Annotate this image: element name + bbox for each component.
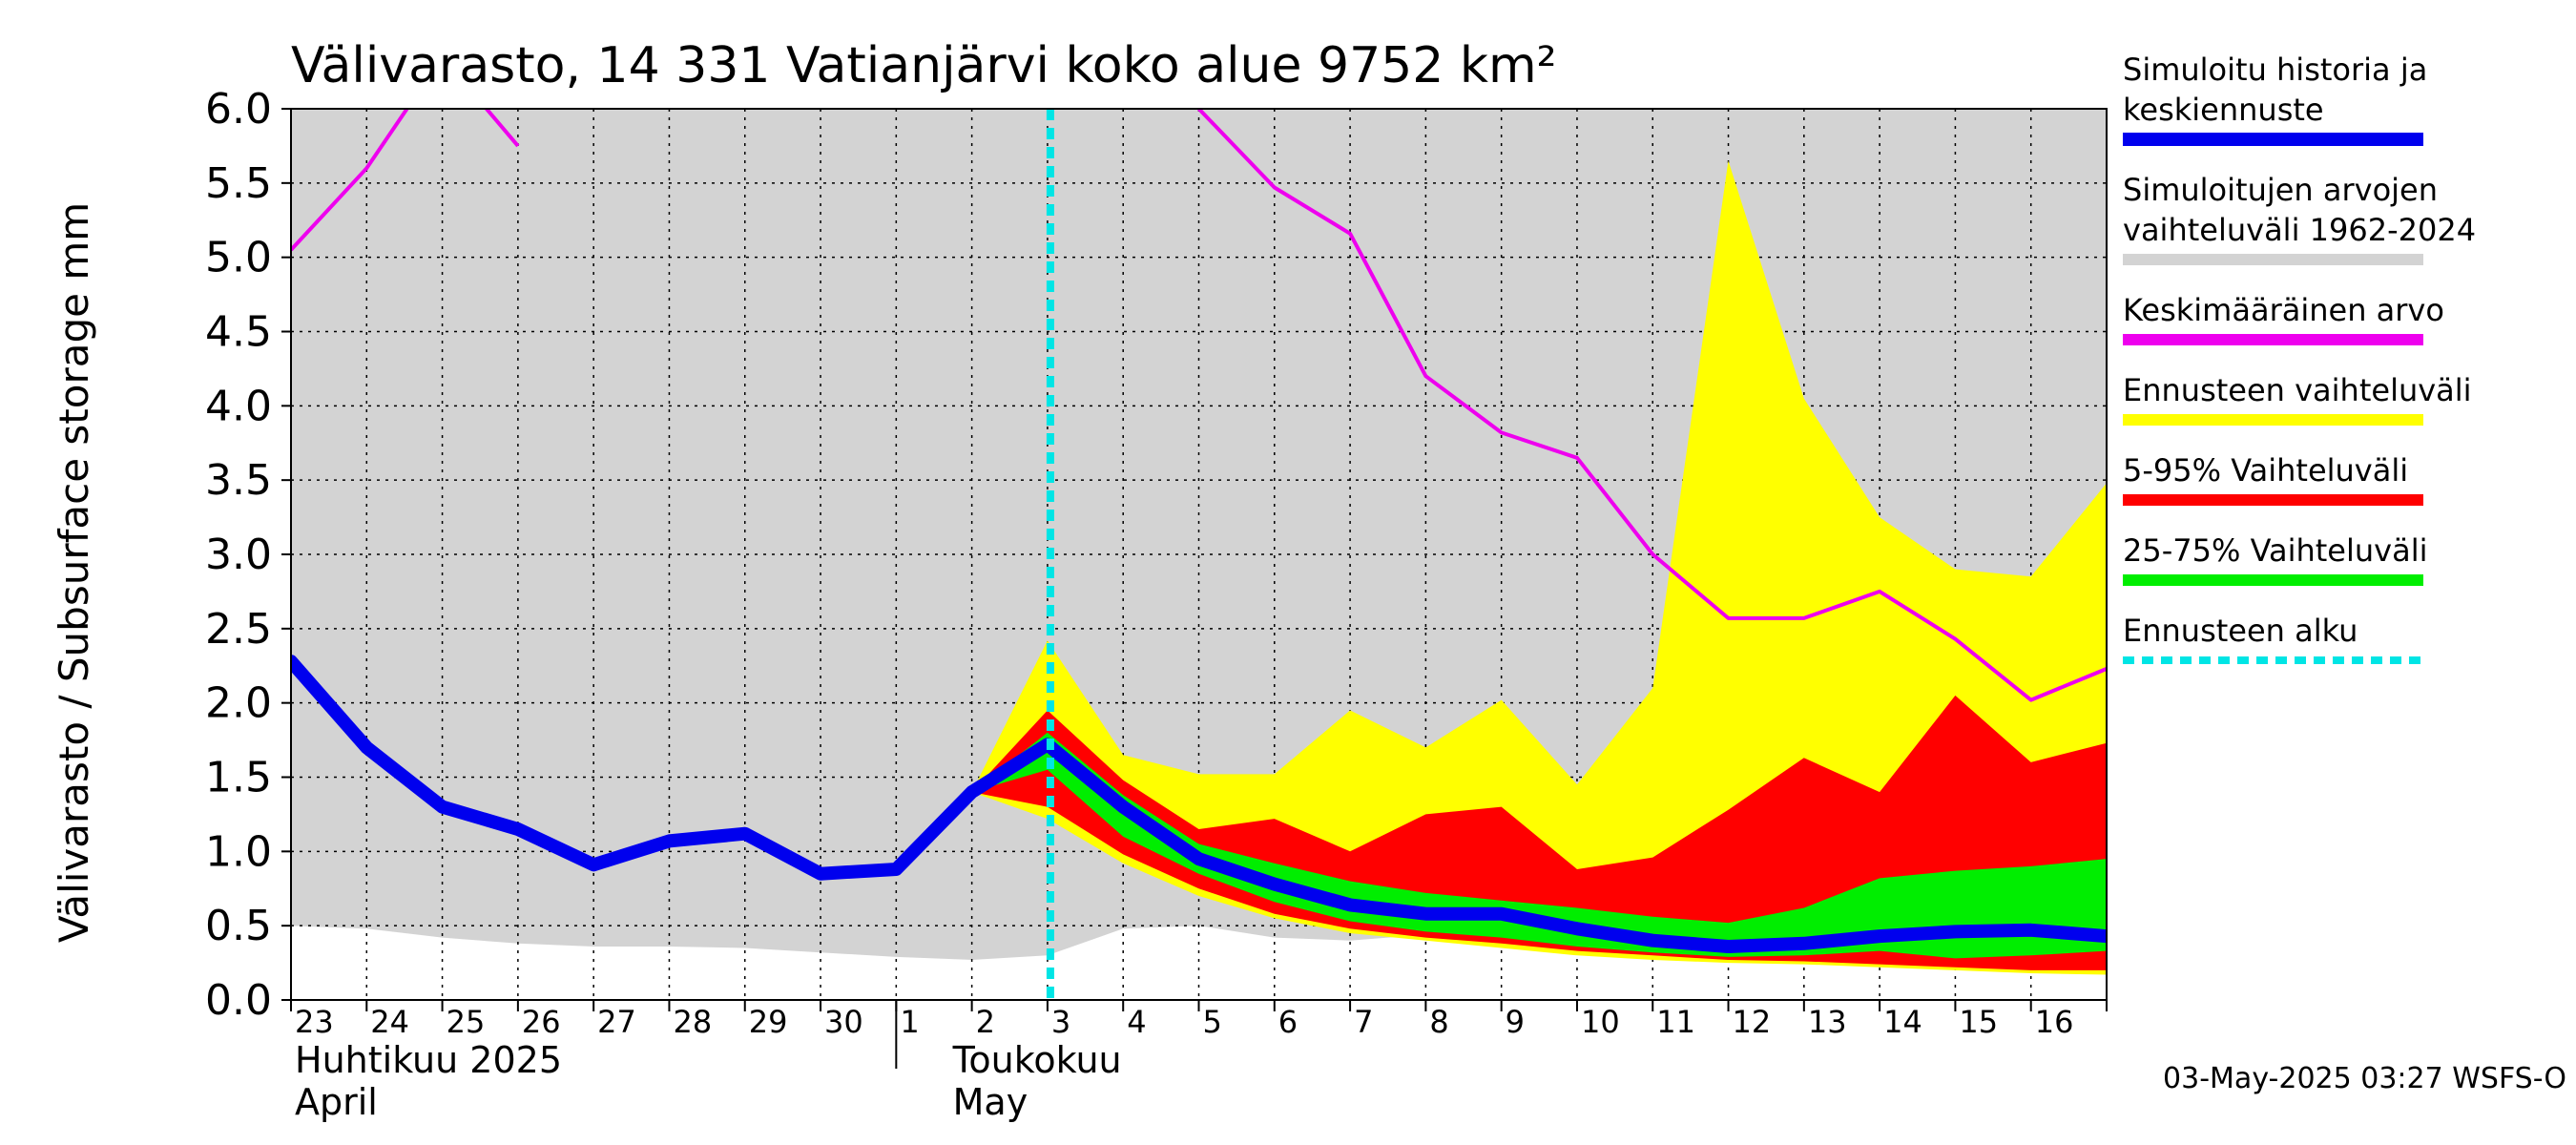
legend-label: Simuloitujen arvojen xyxy=(2123,172,2438,208)
x-tick-label: 16 xyxy=(2035,1004,2074,1040)
x-tick-label: 27 xyxy=(597,1004,636,1040)
legend-label: keskiennuste xyxy=(2123,92,2324,128)
x-tick-label: 3 xyxy=(1051,1004,1070,1040)
plot-content xyxy=(291,109,2107,1000)
y-tick-label: 3.5 xyxy=(205,456,272,505)
legend-label: 25-75% Vaihteluväli xyxy=(2123,532,2427,569)
x-tick-label: 23 xyxy=(295,1004,334,1040)
y-axis: 0.0 0.5 1.0 1.5 2.0 2.5 3.0 3.5 4.0 4.5 5.0 5.5 6.0 xyxy=(205,85,291,1025)
y-tick-label: 5.0 xyxy=(205,234,272,282)
y-tick-label: 0.5 xyxy=(205,902,272,950)
legend-label: vaihteluväli 1962-2024 xyxy=(2123,212,2476,248)
month-label: Toukokuu xyxy=(952,1039,1122,1081)
mean-value-line xyxy=(291,109,2107,702)
y-tick-label: 4.5 xyxy=(205,308,272,357)
x-tick-label: 15 xyxy=(1959,1004,1998,1040)
x-tick-label: 13 xyxy=(1808,1004,1847,1040)
x-tick-label: 1 xyxy=(900,1004,919,1040)
chart-title: Välivarasto, 14 331 Vatianjärvi koko alu… xyxy=(291,37,1556,94)
y-tick-label: 2.5 xyxy=(205,605,272,654)
y-tick-label: 2.0 xyxy=(205,679,272,728)
legend-label: Ennusteen vaihteluväli xyxy=(2123,372,2472,408)
x-tick-label: 30 xyxy=(824,1004,863,1040)
month-label-en: May xyxy=(953,1081,1028,1123)
x-tick-label: 4 xyxy=(1127,1004,1146,1040)
x-tick-label: 8 xyxy=(1429,1004,1448,1040)
legend-label: Simuloitu historia ja xyxy=(2123,52,2427,88)
x-tick-label: 28 xyxy=(673,1004,712,1040)
y-tick-label: 4.0 xyxy=(205,382,272,430)
x-tick-label: 2 xyxy=(976,1004,995,1040)
x-tick-label: 9 xyxy=(1506,1004,1525,1040)
timestamp-footer: 03-May-2025 03:27 WSFS-O xyxy=(2163,1062,2566,1095)
x-tick-label: 10 xyxy=(1581,1004,1620,1040)
x-tick-label: 11 xyxy=(1656,1004,1695,1040)
x-tick-label: 24 xyxy=(370,1004,409,1040)
x-tick-label: 25 xyxy=(447,1004,486,1040)
y-tick-label: 5.5 xyxy=(205,159,272,208)
y-tick-label: 1.5 xyxy=(205,754,272,802)
month-label-en: April xyxy=(295,1081,378,1123)
x-tick-label: 5 xyxy=(1203,1004,1222,1040)
x-tick-label: 14 xyxy=(1883,1004,1922,1040)
y-tick-label: 6.0 xyxy=(205,85,272,134)
y-tick-label: 0.0 xyxy=(205,976,272,1025)
x-tick-label: 26 xyxy=(522,1004,561,1040)
plot-area xyxy=(290,108,2108,1001)
month-label: Huhtikuu 2025 xyxy=(295,1039,562,1081)
legend-label: Keskimääräinen arvo xyxy=(2123,292,2444,328)
x-tick-label: 6 xyxy=(1278,1004,1298,1040)
simulated-mean-line xyxy=(291,655,2107,953)
legend: Simuloitu historia ja keskiennuste Simuloi… xyxy=(2123,52,2476,664)
legend-label: Ennusteen alku xyxy=(2123,613,2358,649)
x-tick-label: 29 xyxy=(749,1004,788,1040)
x-tick-label: 7 xyxy=(1354,1004,1373,1040)
x-tick-label: 12 xyxy=(1733,1004,1772,1040)
y-tick-label: 3.0 xyxy=(205,531,272,579)
legend-label: 5-95% Vaihteluväli xyxy=(2123,452,2408,489)
y-axis-label: Välivarasto / Subsurface storage mm xyxy=(51,202,97,943)
y-tick-label: 1.0 xyxy=(205,827,272,876)
x-axis: 23 24 25 26 27 28 29 30 1 2 3 4 5 6 7 8 9 10 11 12 13 14 15 16H… xyxy=(290,1000,2108,1123)
band-25-75 xyxy=(971,732,2107,959)
